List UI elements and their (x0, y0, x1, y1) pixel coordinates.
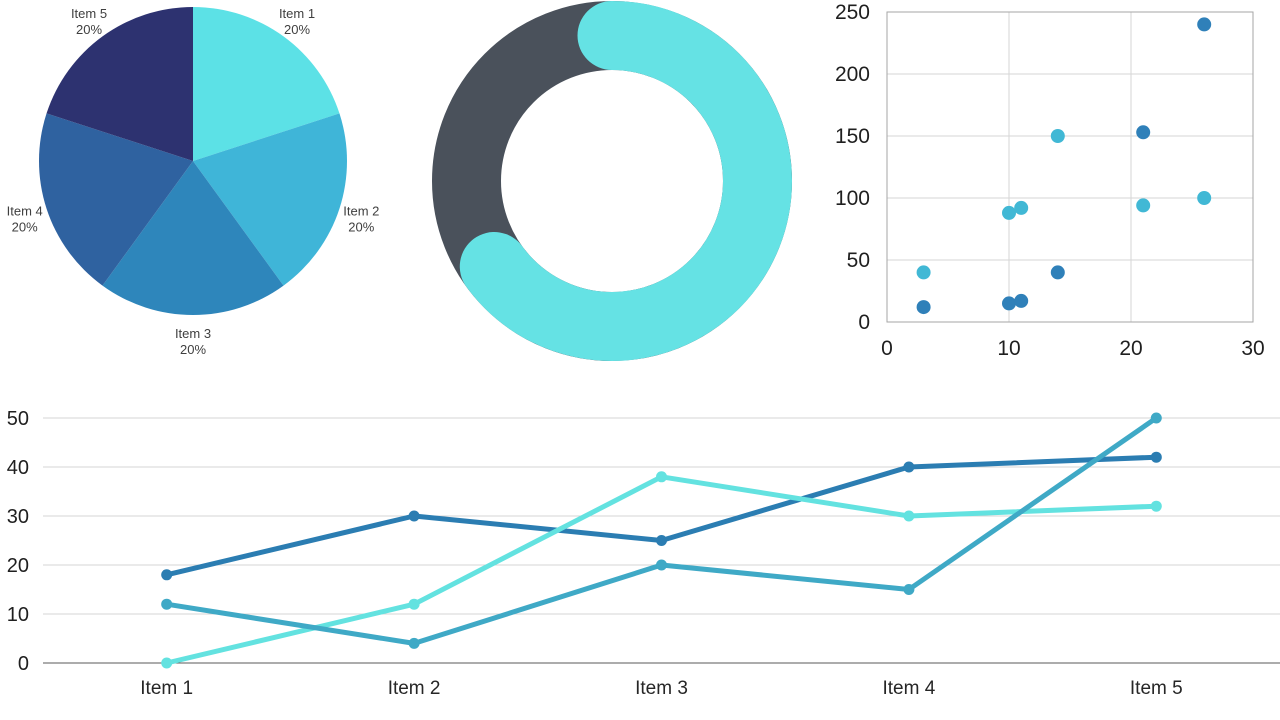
y-tick-label: 50 (847, 249, 870, 272)
x-tick-label: 10 (997, 337, 1020, 360)
line-path-series-teal (164, 415, 1159, 646)
scatter-point-series-light (1136, 198, 1151, 213)
scatter-plot-border (886, 11, 1254, 323)
pie-slice-label: Item 1 20% (279, 6, 315, 37)
y-tick-label: 150 (835, 125, 870, 148)
y-tick-label: 10 (7, 604, 29, 626)
scatter-point-series-dark (1136, 125, 1151, 140)
pie-slice-item-4 (39, 113, 193, 286)
scatter-point-series-light (916, 265, 931, 280)
line-marker-series-dark-blue (408, 510, 420, 522)
scatter-point-series-dark (1050, 265, 1065, 280)
line-marker-series-dark-blue (1150, 451, 1162, 463)
line-marker-series-teal (408, 637, 420, 649)
line-marker-series-dark-blue (161, 569, 173, 581)
category-label: Item 5 (1130, 678, 1183, 699)
line-marker-series-teal (1150, 412, 1162, 424)
y-tick-label: 50 (7, 408, 29, 430)
scatter-point-series-dark (1197, 17, 1212, 32)
scatter-point-series-dark (1002, 296, 1016, 311)
line-marker-series-teal (656, 559, 667, 571)
x-tick-label: 20 (1119, 337, 1142, 360)
pie-slice-label: Item 5 20% (71, 6, 107, 37)
x-tick-label: 30 (1241, 337, 1264, 360)
y-tick-label: 100 (835, 187, 870, 210)
scatter-point-series-light (1002, 205, 1016, 220)
donut-segment-progress (459, 1, 792, 361)
x-tick-label: 0 (881, 337, 893, 360)
line-marker-series-teal (161, 598, 173, 610)
line-marker-series-light-cyan (656, 471, 667, 483)
line-marker-series-light-cyan (161, 657, 173, 669)
pie-slice-item-5 (46, 7, 193, 161)
y-tick-label: 200 (835, 63, 870, 86)
pie-slice-item-2 (193, 113, 347, 286)
category-label: Item 4 (882, 678, 935, 699)
scatter-chart-canvas: 0 10 20 30 0 50 100 150 200 250 (835, 1, 1265, 360)
category-label: Item 2 (388, 678, 441, 699)
category-label: Item 3 (635, 678, 688, 699)
line-chart: 0 10 20 30 40 50 Item 1 Item 2 Item 3 Item 4 Item … (0, 395, 1280, 720)
line-marker-series-light-cyan (903, 510, 915, 522)
pie-chart-canvas: Item 1 20% Item 2 20% Item 3 20% Item 4 20% Item… (7, 6, 380, 357)
scatter-point-series-dark (1014, 293, 1029, 308)
scatter-point-series-light (1197, 191, 1212, 205)
line-chart-canvas: 0 10 20 30 40 50 Item 1 Item 2 Item 3 Item 4 Item … (7, 408, 1280, 699)
pie-slice-label: Item 2 20% (343, 204, 379, 235)
scatter-point-series-dark (916, 300, 931, 315)
y-tick-label: 0 (18, 653, 29, 675)
y-tick-label: 40 (7, 457, 29, 479)
donut-chart-canvas (432, 1, 792, 361)
line-marker-series-dark-blue (656, 535, 667, 546)
pie-slice-item-1 (193, 7, 340, 161)
scatter-point-series-light (1050, 129, 1065, 143)
category-label: Item 1 (140, 678, 193, 699)
line-marker-series-dark-blue (903, 461, 915, 473)
pie-slice-label: Item 4 20% (7, 204, 43, 235)
line-marker-series-light-cyan (408, 598, 420, 610)
line-marker-series-light-cyan (1150, 500, 1162, 512)
y-tick-label: 250 (835, 1, 870, 24)
scatter-point-series-light (1014, 200, 1029, 215)
pie-slice-label: Item 3 20% (175, 326, 211, 357)
pie-chart: Item 1 20% Item 2 20% Item 3 20% Item 4 20% Item… (0, 0, 390, 365)
scatter-chart: 0 10 20 30 0 50 100 150 200 250 (815, 0, 1280, 365)
pie-slice-item-3 (102, 161, 284, 316)
y-tick-label: 20 (7, 555, 29, 577)
donut-chart (420, 0, 805, 365)
y-tick-label: 0 (858, 311, 870, 334)
line-marker-series-teal (903, 584, 915, 595)
y-tick-label: 30 (7, 506, 29, 528)
